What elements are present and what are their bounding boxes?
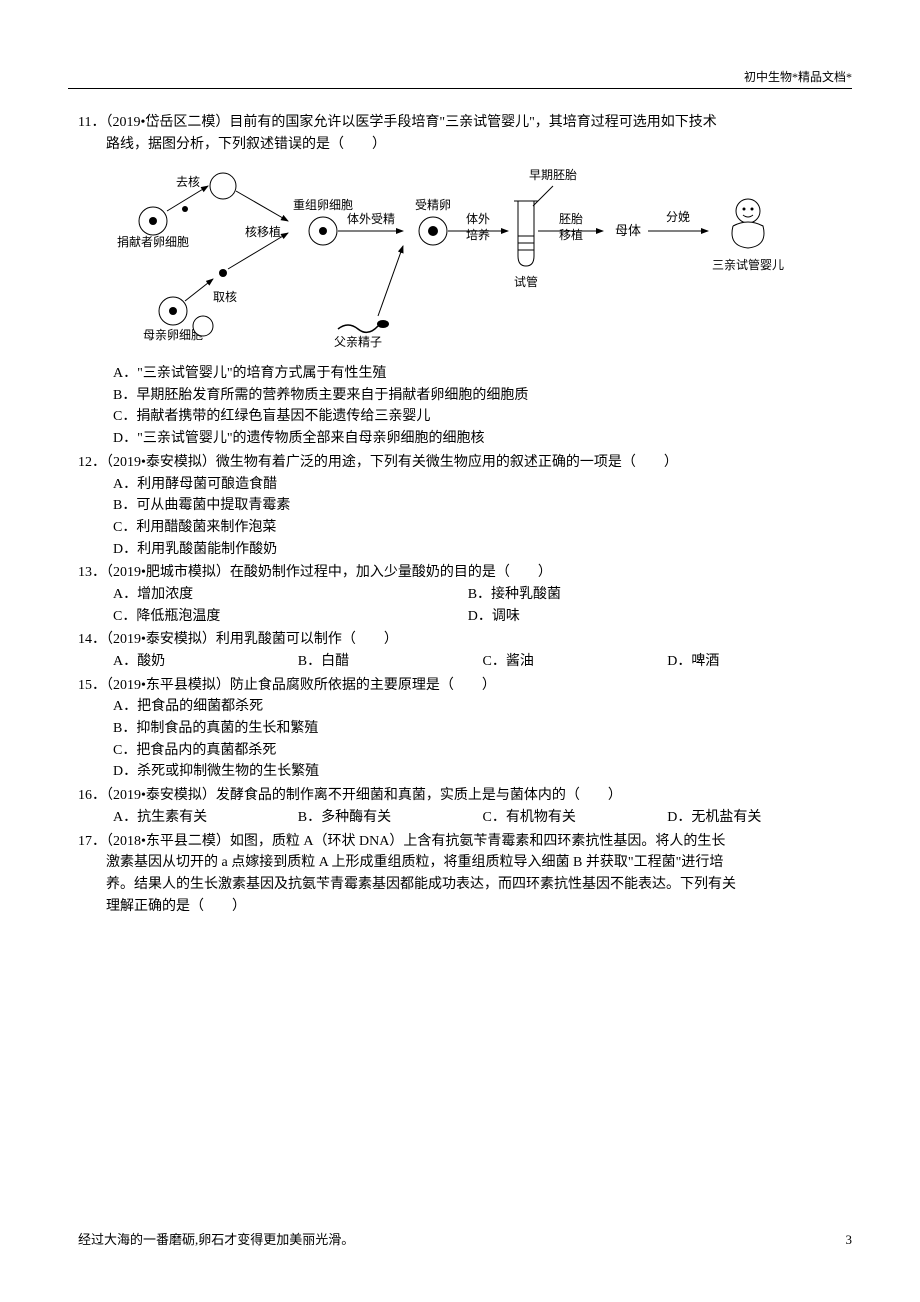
q14-opt-d: D．啤酒: [667, 651, 852, 673]
q12-opt-a: A．利用酵母菌可酿造食醋: [113, 474, 852, 496]
q15-opt-d: D．杀死或抑制微生物的生长繁殖: [113, 761, 852, 783]
label-qunuc: 取核: [213, 290, 237, 304]
q15-opt-b: B．抑制食品的真菌的生长和繁殖: [113, 718, 852, 740]
q13-opt-a: A．增加浓度: [113, 584, 468, 606]
q12-stem: 12．（2019•泰安模拟）微生物有着广泛的用途，下列有关微生物应用的叙述正确的…: [78, 452, 852, 474]
label-sperm: 父亲精子: [334, 335, 382, 349]
q13-opt-d: D．调味: [468, 606, 823, 628]
q13-stem: 13．（2019•肥城市模拟）在酸奶制作过程中，加入少量酸奶的目的是（ ）: [78, 562, 852, 584]
q17-stem-l4: 理解正确的是（ ）: [78, 896, 852, 918]
q16-stem: 16．（2019•泰安模拟）发酵食品的制作离不开细菌和真菌，实质上是与菌体内的（…: [78, 785, 852, 807]
q17-stem-l2: 激素基因从切开的 a 点嫁接到质粒 A 上形成重组质粒，将重组质粒导入细菌 B …: [78, 852, 852, 874]
q17-stem-l1: 17．（2018•东平县二模）如图，质粒 A（环状 DNA）上含有抗氨苄青霉素和…: [78, 831, 852, 853]
q14-opt-c: C．酱油: [483, 651, 668, 673]
q11-opt-c: C．捐献者携带的红绿色盲基因不能遗传给三亲婴儿: [113, 406, 852, 428]
q17-stem-l3: 养。结果人的生长激素基因及抗氨苄青霉素基因都能成功表达，而四环素抗性基因不能表达…: [78, 874, 852, 896]
q12-opt-c: C．利用醋酸菌来制作泡菜: [113, 517, 852, 539]
header-rule: [68, 88, 852, 89]
q12-opt-b: B．可从曲霉菌中提取青霉素: [113, 495, 852, 517]
question-14: 14．（2019•泰安模拟）利用乳酸菌可以制作（ ） A．酸奶 B．白醋 C．酱…: [78, 629, 852, 672]
label-tube: 试管: [514, 274, 538, 289]
q14-opt-a: A．酸奶: [113, 651, 298, 673]
question-13: 13．（2019•肥城市模拟）在酸奶制作过程中，加入少量酸奶的目的是（ ） A．…: [78, 562, 852, 627]
footer-page-number: 3: [846, 1232, 853, 1248]
label-culture: 体外: [466, 212, 490, 226]
question-17: 17．（2018•东平县二模）如图，质粒 A（环状 DNA）上含有抗氨苄青霉素和…: [78, 831, 852, 918]
q16-opt-d: D．无机盐有关: [667, 807, 852, 829]
label-emb: 胚胎: [559, 212, 583, 226]
q11-opt-b: B．早期胚胎发育所需的营养物质主要来自于捐献者卵细胞的细胞质: [113, 385, 852, 407]
header-right: 初中生物*精品文档*: [744, 68, 852, 85]
label-culture2: 培养: [466, 227, 490, 242]
q13-opt-b: B．接种乳酸菌: [468, 584, 823, 606]
q13-opt-c: C．降低瓶泡温度: [113, 606, 468, 628]
label-trans: 移植: [559, 227, 583, 242]
q11-stem-line2: 路线，据图分析，下列叙述错误的是（ ）: [78, 134, 852, 156]
q15-stem: 15．（2019•东平县模拟）防止食品腐败所依据的主要原理是（ ）: [78, 675, 852, 697]
label-recomb: 重组卵细胞: [293, 198, 353, 212]
q15-opt-a: A．把食品的细菌都杀死: [113, 696, 852, 718]
footer-quote: 经过大海的一番磨砺,卵石才变得更加美丽光滑。: [78, 1229, 354, 1248]
q14-stem: 14．（2019•泰安模拟）利用乳酸菌可以制作（ ）: [78, 629, 852, 651]
q12-opt-d: D．利用乳酸菌能制作酸奶: [113, 539, 852, 561]
q15-opt-c: C．把食品内的真菌都杀死: [113, 740, 852, 762]
question-16: 16．（2019•泰安模拟）发酵食品的制作离不开细菌和真菌，实质上是与菌体内的（…: [78, 785, 852, 828]
label-earlyemb: 早期胚胎: [529, 168, 577, 182]
label-donor: 捐献者卵细胞: [117, 234, 189, 249]
label-fertegg: 受精卵: [415, 198, 451, 212]
question-12: 12．（2019•泰安模拟）微生物有着广泛的用途，下列有关微生物应用的叙述正确的…: [78, 452, 852, 560]
q16-opt-b: B．多种酶有关: [298, 807, 483, 829]
label-birth: 分娩: [666, 210, 690, 224]
q11-stem-line1: 11．（2019•岱岳区二模）目前有的国家允许以医学手段培育"三亲试管婴儿"，其…: [78, 112, 852, 134]
content-area: 11．（2019•岱岳区二模）目前有的国家允许以医学手段培育"三亲试管婴儿"，其…: [78, 112, 852, 919]
label-motherbody: 母体: [615, 223, 641, 238]
q11-opt-d: D．"三亲试管婴儿"的遗传物质全部来自母亲卵细胞的细胞核: [113, 428, 852, 450]
q14-opt-b: B．白醋: [298, 651, 483, 673]
label-baby: 三亲试管婴儿: [712, 257, 784, 272]
q11-opt-a: A．"三亲试管婴儿"的培育方式属于有性生殖: [113, 363, 852, 385]
question-11: 11．（2019•岱岳区二模）目前有的国家允许以医学手段培育"三亲试管婴儿"，其…: [78, 112, 852, 450]
q16-opt-c: C．有机物有关: [483, 807, 668, 829]
q16-opt-a: A．抗生素有关: [113, 807, 298, 829]
label-nuctrans: 核移植: [245, 224, 281, 239]
label-ivf: 体外受精: [347, 212, 395, 226]
label-quhe: 去核: [176, 175, 200, 189]
q11-diagram: 捐献者卵细胞 去核 核移植 母亲卵细胞 取核: [113, 161, 813, 359]
question-15: 15．（2019•东平县模拟）防止食品腐败所依据的主要原理是（ ） A．把食品的…: [78, 675, 852, 783]
